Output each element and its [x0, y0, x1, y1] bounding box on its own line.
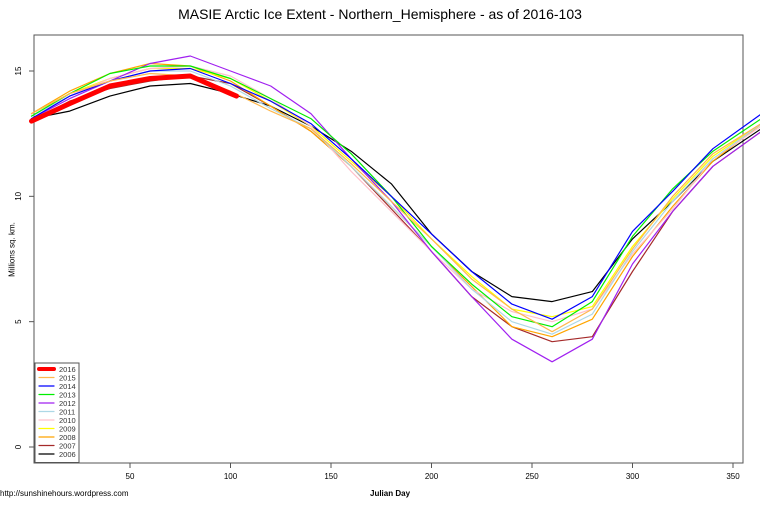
- chart-title: MASIE Arctic Ice Extent - Northern_Hemis…: [178, 6, 582, 22]
- legend-label-2015: 2015: [59, 374, 76, 383]
- x-axis-label: Julian Day: [370, 489, 411, 498]
- plot-frame: [33, 34, 744, 464]
- x-tick-label: 300: [626, 472, 640, 481]
- series-line-2006: [30, 82, 760, 303]
- series-line-2015: [30, 72, 760, 333]
- legend-label-2009: 2009: [59, 425, 76, 434]
- legend-label-2008: 2008: [59, 433, 76, 442]
- legend-label-2011: 2011: [59, 408, 75, 417]
- y-tick-label: 10: [14, 191, 23, 200]
- credit-text: http://sunshinehours.wordpress.com: [0, 489, 129, 498]
- x-tick-label: 200: [425, 472, 439, 481]
- y-tick-label: 15: [14, 66, 23, 75]
- legend-label-2012: 2012: [59, 399, 76, 408]
- series-line-2007: [30, 75, 760, 343]
- series-line-2016: [29, 73, 239, 124]
- y-tick-label: 5: [14, 319, 23, 324]
- legend-label-2016: 2016: [59, 365, 76, 374]
- series-line-2013: [30, 65, 760, 328]
- x-tick-label: 250: [525, 472, 539, 481]
- legend-label-2006: 2006: [59, 450, 76, 459]
- x-tick-label: 100: [224, 472, 238, 481]
- series-line-2009: [30, 67, 760, 318]
- legend-label-2010: 2010: [59, 416, 76, 425]
- y-tick-label: 0: [14, 444, 23, 449]
- x-tick-label: 150: [324, 472, 338, 481]
- legend-label-2013: 2013: [59, 391, 76, 400]
- legend-label-2007: 2007: [59, 442, 76, 451]
- x-tick-label: 350: [726, 472, 740, 481]
- legend-label-2014: 2014: [59, 382, 76, 391]
- series-line-2010: [30, 65, 760, 323]
- x-tick-label: 50: [126, 472, 135, 481]
- series-line-2012: [30, 55, 760, 363]
- series-line-2014: [30, 67, 760, 320]
